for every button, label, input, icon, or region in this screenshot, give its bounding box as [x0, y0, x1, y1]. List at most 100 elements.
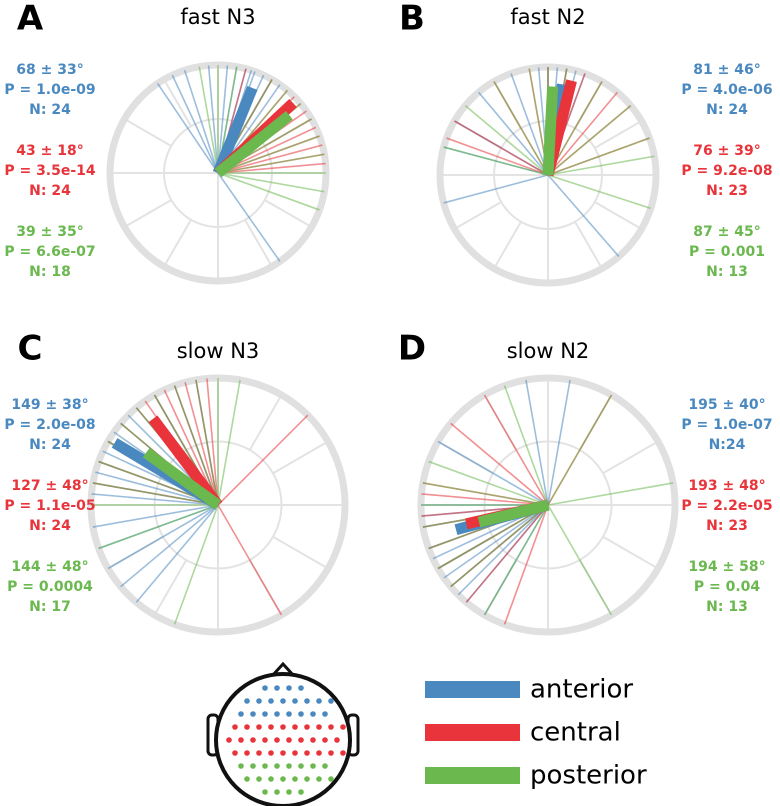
- legend-swatch: [425, 767, 520, 784]
- grid-line: [248, 394, 283, 451]
- electrode-dot: [298, 789, 304, 795]
- stat-label: N: 23: [706, 183, 748, 199]
- channel-line: [510, 73, 549, 176]
- stat-label: N: 24: [29, 518, 71, 534]
- panel-letter: A: [17, 0, 44, 39]
- channel-line: [450, 504, 549, 588]
- stat-label: 127 ± 48°: [11, 478, 88, 494]
- channel-line: [173, 385, 219, 506]
- electrode-dot: [244, 698, 250, 704]
- electrode-dot: [280, 698, 286, 704]
- electrode-dot: [268, 724, 274, 730]
- mean-vector: [477, 499, 550, 528]
- electrode-dot: [298, 711, 304, 717]
- stat-label: P = 0.04: [694, 579, 761, 595]
- stat-label: P = 4.0e-06: [681, 82, 772, 98]
- mean-vector: [142, 448, 222, 510]
- electrode-dot: [262, 737, 268, 743]
- grid-line: [163, 78, 192, 127]
- channel-line: [465, 504, 549, 603]
- electrode-dot: [274, 685, 280, 691]
- stat-label: 149 ± 38°: [11, 397, 88, 413]
- electrode-dot: [274, 737, 280, 743]
- electrode-dot: [328, 776, 334, 782]
- electrode-dot: [328, 724, 334, 730]
- channel-line: [547, 91, 619, 176]
- stat-label: N:24: [709, 437, 746, 453]
- stat-label: N: 23: [706, 518, 748, 534]
- stat-label: 43 ± 18°: [16, 143, 83, 159]
- channel-line: [195, 379, 219, 506]
- stat-label: N: 24: [29, 102, 71, 118]
- channel-line: [464, 104, 549, 176]
- electrode-dot: [268, 750, 274, 756]
- electrode-dot: [322, 737, 328, 743]
- channel-line: [207, 65, 219, 174]
- electrode-dot: [340, 750, 346, 756]
- stat-label: N: 24: [706, 102, 748, 118]
- channel-line: [547, 504, 613, 616]
- channel-line: [493, 81, 549, 176]
- stat-label: P = 9.2e-08: [681, 163, 772, 179]
- electrode-dot: [232, 724, 238, 730]
- electrode-dot: [274, 763, 280, 769]
- stat-label: N: 24: [29, 183, 71, 199]
- stat-label: P = 3.5e-14: [4, 163, 96, 179]
- channel-line: [217, 162, 326, 174]
- channel-line: [217, 379, 241, 506]
- electrode-dot: [304, 750, 310, 756]
- electrode-dot: [232, 750, 238, 756]
- channel-line: [98, 504, 219, 550]
- channel-line: [107, 504, 219, 570]
- electrode-dot: [298, 737, 304, 743]
- grid-line: [602, 535, 659, 570]
- channel-line: [443, 504, 549, 579]
- channel-line: [184, 382, 219, 506]
- stat-label: 194 ± 58°: [688, 559, 765, 575]
- electrode-dot: [316, 776, 322, 782]
- electrode-dot: [292, 698, 298, 704]
- channel-line: [183, 70, 219, 174]
- channel-line: [437, 440, 549, 506]
- channel-line: [171, 74, 219, 174]
- panel-title: slow N3: [177, 339, 260, 363]
- electrode-dot: [334, 737, 340, 743]
- channel-line: [217, 504, 283, 616]
- electrode-dot: [262, 711, 268, 717]
- electrode-dot: [286, 711, 292, 717]
- electrode-dot: [238, 737, 244, 743]
- electrode-dot: [328, 750, 334, 756]
- stat-label: P = 6.6e-07: [4, 244, 95, 260]
- electrode-dot: [262, 789, 268, 795]
- electrode-dot: [274, 789, 280, 795]
- channel-line: [95, 471, 219, 506]
- channel-line: [135, 504, 219, 603]
- electrode-dot: [268, 776, 274, 782]
- electrode-dot: [244, 776, 250, 782]
- stat-label: N: 18: [29, 264, 71, 280]
- channel-line: [547, 174, 620, 258]
- electrode-dot: [310, 763, 316, 769]
- electrode-dot: [238, 711, 244, 717]
- stat-label: P = 1.0e-09: [4, 82, 95, 98]
- channel-line: [217, 144, 323, 174]
- channel-line: [217, 172, 320, 211]
- stat-label: N: 13: [706, 599, 748, 615]
- grid-line: [264, 199, 313, 228]
- channel-line: [525, 379, 549, 506]
- grid-line: [272, 440, 329, 475]
- grid-line: [594, 201, 643, 230]
- electrode-dot: [268, 698, 274, 704]
- stat-label: 81 ± 46°: [693, 62, 760, 78]
- channel-line: [547, 104, 632, 176]
- electrode-dot: [322, 763, 328, 769]
- grid-line: [123, 199, 172, 228]
- panel-letter: D: [398, 329, 426, 369]
- channel-line: [198, 66, 219, 174]
- stat-label: N: 13: [706, 264, 748, 280]
- channel-line: [454, 120, 549, 176]
- electrode-dot: [292, 724, 298, 730]
- legend-label: central: [530, 718, 621, 748]
